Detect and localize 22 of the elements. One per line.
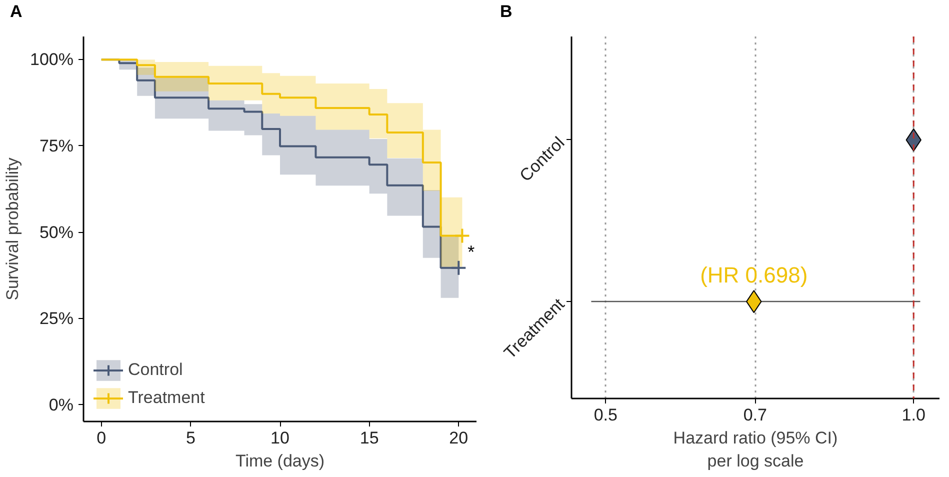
chart-title: A [10,1,22,23]
x-tick-label: 5 [186,428,196,448]
chart-title: B [500,1,512,23]
y-tick-label: 50% [39,222,74,242]
legend-label: Treatment [128,388,205,408]
x-axis-title: Time (days) [235,452,325,470]
x-axis-title: Hazard ratio (95% CI) per log scale [673,428,838,470]
y-tick-label: 100% [30,50,74,70]
legend-label: Control [128,360,183,380]
x-tick-label: 0 [96,428,106,448]
y-tick-label: 75% [39,136,74,156]
x-tick-label: 1.0 [902,406,926,424]
annotation: (HR 0.698) [700,262,808,288]
annotation: * [468,242,475,262]
x-tick-label: 15 [360,428,379,448]
y-tick-label: 25% [39,309,74,328]
x-tick-label: 0.7 [743,406,767,424]
y-axis-title: Survival probability [3,157,22,300]
x-tick-label: 10 [270,428,290,448]
x-tick-label: 20 [449,428,468,448]
y-tick-label: 0% [48,395,74,414]
x-tick-label: 0.5 [594,406,618,424]
